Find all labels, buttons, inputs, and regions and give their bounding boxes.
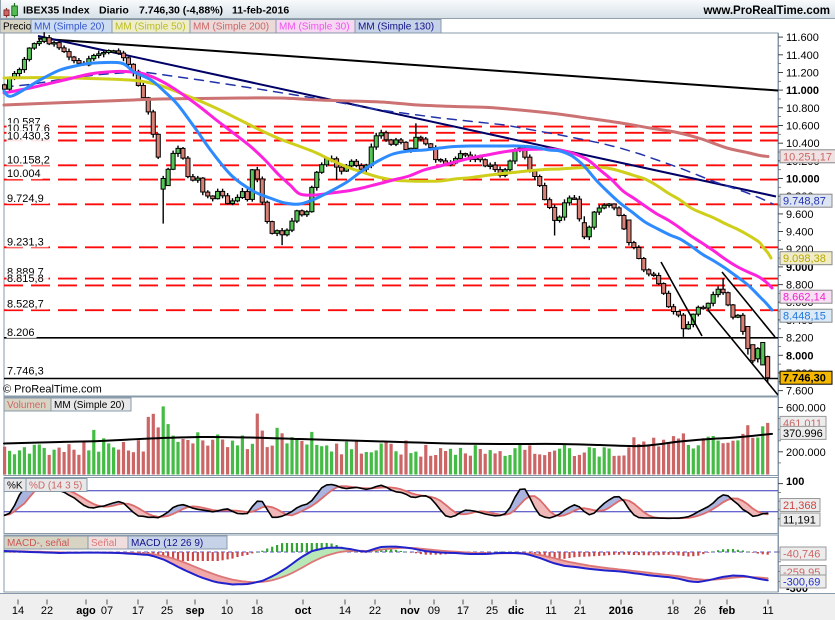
svg-text:8.800: 8.800 — [786, 280, 814, 292]
svg-text:9.231,3: 9.231,3 — [7, 236, 44, 248]
svg-text:www.ProRealTime.com: www.ProRealTime.com — [702, 5, 830, 17]
svg-text:09: 09 — [428, 605, 440, 617]
svg-text:11,191: 11,191 — [783, 515, 816, 527]
svg-text:17: 17 — [457, 605, 469, 617]
svg-text:8.448,15: 8.448,15 — [783, 311, 826, 323]
svg-text:2016: 2016 — [609, 605, 633, 617]
svg-text:7.600: 7.600 — [786, 386, 814, 398]
svg-text:8.662,14: 8.662,14 — [783, 292, 826, 304]
svg-text:26: 26 — [694, 605, 706, 617]
svg-text:7.746,30: 7.746,30 — [783, 373, 826, 385]
svg-text:200.000: 200.000 — [786, 447, 826, 459]
svg-text:%K: %K — [7, 481, 23, 492]
svg-text:MM (Simple 30): MM (Simple 30) — [279, 22, 350, 33]
svg-text:10: 10 — [221, 605, 233, 617]
svg-text:MACD (12 26 9): MACD (12 26 9) — [131, 538, 203, 549]
svg-text:%D (14 3 5): %D (14 3 5) — [29, 481, 82, 492]
svg-text:07: 07 — [101, 605, 113, 617]
svg-text:-300,69: -300,69 — [783, 577, 820, 589]
svg-text:11-feb-2016: 11-feb-2016 — [232, 5, 289, 17]
svg-text:10.600: 10.600 — [786, 121, 820, 133]
svg-text:100: 100 — [786, 476, 804, 488]
svg-text:IBEX35 Index: IBEX35 Index — [23, 5, 90, 17]
svg-text:22: 22 — [369, 605, 381, 617]
svg-text:Señal: Señal — [91, 538, 117, 549]
svg-text:18: 18 — [667, 605, 679, 617]
svg-text:10.000: 10.000 — [786, 174, 820, 186]
svg-text:10.400: 10.400 — [786, 138, 820, 150]
svg-text:MACD-, señal: MACD-, señal — [7, 538, 69, 549]
svg-text:Diario: Diario — [99, 5, 129, 17]
svg-text:11.400: 11.400 — [786, 50, 819, 62]
svg-text:21: 21 — [574, 605, 586, 617]
svg-text:11: 11 — [762, 605, 773, 617]
svg-text:8.200: 8.200 — [786, 333, 814, 345]
svg-text:14: 14 — [12, 605, 24, 617]
svg-text:10.800: 10.800 — [786, 103, 820, 115]
svg-text:Volumen: Volumen — [7, 400, 46, 411]
svg-text:MM (Simple 20): MM (Simple 20) — [34, 22, 105, 33]
svg-text:11.600: 11.600 — [786, 32, 819, 44]
svg-text:25: 25 — [486, 605, 498, 617]
svg-text:600.000: 600.000 — [786, 403, 826, 415]
svg-text:sep: sep — [186, 605, 205, 617]
svg-text:MM (Simple 200): MM (Simple 200) — [193, 22, 269, 33]
svg-text:nov: nov — [400, 605, 420, 617]
svg-text:7.746,30 (-4,88%): 7.746,30 (-4,88%) — [139, 5, 223, 17]
svg-text:11.000: 11.000 — [786, 85, 819, 97]
svg-text:14: 14 — [339, 605, 351, 617]
svg-text:Precio: Precio — [3, 22, 32, 33]
svg-text:25: 25 — [161, 605, 173, 617]
svg-text:21,368: 21,368 — [783, 500, 817, 512]
svg-text:© ProRealTime.com: © ProRealTime.com — [3, 384, 102, 396]
svg-text:MM (Simple 50): MM (Simple 50) — [115, 22, 186, 33]
svg-text:10.158,2: 10.158,2 — [7, 155, 50, 167]
svg-text:ago: ago — [76, 605, 96, 617]
svg-text:370.996: 370.996 — [783, 428, 823, 440]
svg-text:9.748,87: 9.748,87 — [783, 196, 826, 208]
svg-text:9.600: 9.600 — [786, 209, 814, 221]
svg-text:9.724,9: 9.724,9 — [7, 193, 44, 205]
svg-text:10.251,17: 10.251,17 — [783, 151, 832, 163]
svg-text:8.000: 8.000 — [786, 350, 814, 362]
svg-text:10.430,3: 10.430,3 — [7, 131, 50, 143]
svg-text:MM (Simple 130): MM (Simple 130) — [358, 22, 434, 33]
svg-text:9.400: 9.400 — [786, 227, 814, 239]
svg-text:MM (Simple 20): MM (Simple 20) — [54, 400, 125, 411]
svg-text:11.200: 11.200 — [786, 68, 819, 80]
svg-text:22: 22 — [41, 605, 53, 617]
svg-text:8.206: 8.206 — [7, 327, 35, 339]
svg-text:17: 17 — [132, 605, 144, 617]
svg-text:18: 18 — [251, 605, 263, 617]
svg-text:8.528,7: 8.528,7 — [7, 299, 44, 311]
svg-text:8.815,8: 8.815,8 — [7, 273, 44, 285]
svg-text:9.098,38: 9.098,38 — [783, 253, 826, 265]
svg-text:dic: dic — [508, 605, 524, 617]
svg-text:oct: oct — [295, 605, 312, 617]
svg-text:-40,746: -40,746 — [783, 549, 820, 561]
svg-text:7.746,3: 7.746,3 — [7, 366, 44, 378]
svg-text:feb: feb — [719, 605, 736, 617]
svg-text:11: 11 — [545, 605, 556, 617]
svg-text:10.004: 10.004 — [7, 168, 41, 180]
